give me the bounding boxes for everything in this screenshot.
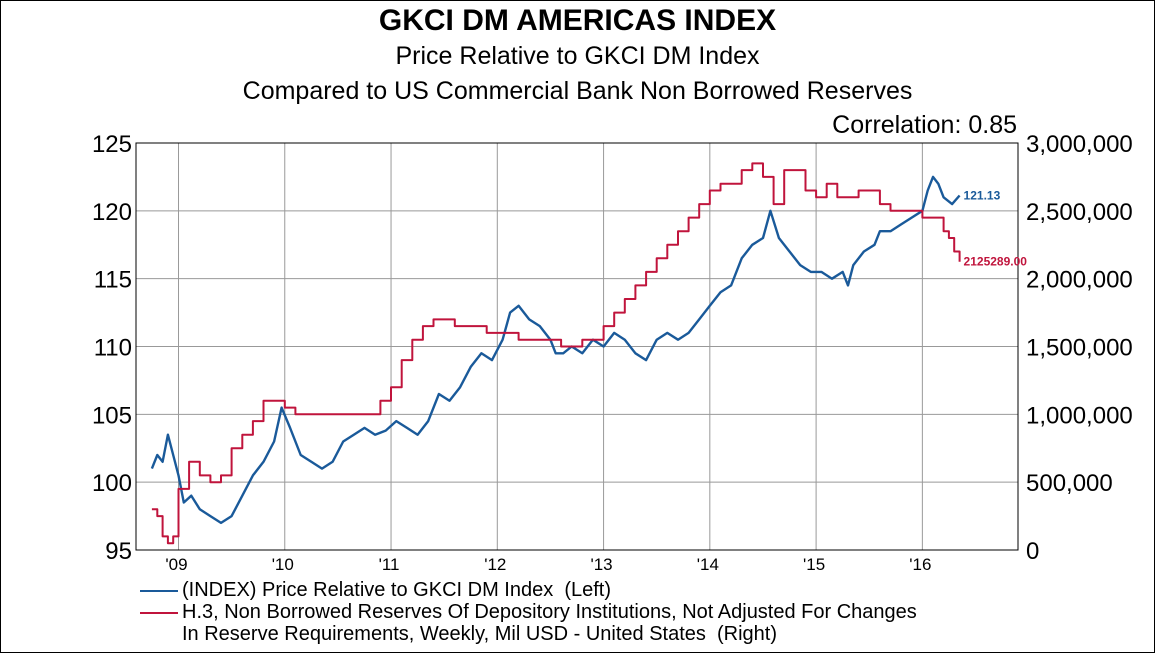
- left-tick-label: 125: [92, 131, 132, 158]
- index-series-line: [150, 175, 961, 525]
- plot-area-border: [135, 142, 1019, 551]
- right-tick-label: 2,500,000: [1026, 199, 1133, 226]
- right-tick-label: 0: [1026, 538, 1039, 565]
- chart-subtitle-2: Compared to US Commercial Bank Non Borro…: [242, 77, 913, 105]
- x-tick-label: '09: [165, 555, 187, 574]
- right-tick-label: 2,000,000: [1026, 267, 1133, 294]
- x-tick-label: '12: [484, 555, 506, 574]
- left-tick-label: 110: [94, 335, 132, 362]
- correlation-label: Correlation: 0.85: [832, 111, 1017, 139]
- reserves-end-label: 2125289.00: [964, 255, 1028, 269]
- reserves-series-line: [151, 162, 961, 545]
- legend: (INDEX) Price Relative to GKCI DM Index …: [140, 579, 917, 645]
- left-tick-label: 105: [92, 402, 132, 429]
- left-tick-label: 100: [92, 470, 132, 497]
- x-tick-label: '10: [272, 555, 294, 574]
- x-tick-label: '15: [803, 555, 825, 574]
- legend-item-index: (INDEX) Price Relative to GKCI DM Index …: [140, 579, 917, 601]
- left-tick-label: 115: [94, 267, 132, 294]
- index-end-label: 121.13: [964, 189, 1001, 203]
- chart-subtitle-1: Price Relative to GKCI DM Index: [395, 42, 760, 70]
- x-tick-label: '11: [379, 555, 400, 574]
- right-tick-label: 1,500,000: [1026, 335, 1133, 362]
- legend-text-reserves: H.3, Non Borrowed Reserves Of Depository…: [182, 601, 917, 645]
- x-tick-label: '14: [697, 555, 719, 574]
- legend-swatch-index: [140, 590, 178, 592]
- x-tick-label: '16: [909, 555, 931, 574]
- legend-swatch-reserves: [140, 612, 178, 614]
- right-tick-label: 500,000: [1026, 470, 1113, 497]
- x-tick-label: '13: [590, 555, 612, 574]
- right-tick-label: 3,000,000: [1026, 131, 1133, 158]
- left-tick-label: 95: [105, 538, 132, 565]
- left-tick-label: 120: [92, 199, 132, 226]
- chart-title: GKCI DM AMERICAS INDEX: [378, 4, 777, 37]
- legend-item-reserves: H.3, Non Borrowed Reserves Of Depository…: [140, 601, 917, 645]
- right-tick-label: 1,000,000: [1026, 402, 1133, 429]
- legend-text-index: (INDEX) Price Relative to GKCI DM Index …: [182, 579, 612, 601]
